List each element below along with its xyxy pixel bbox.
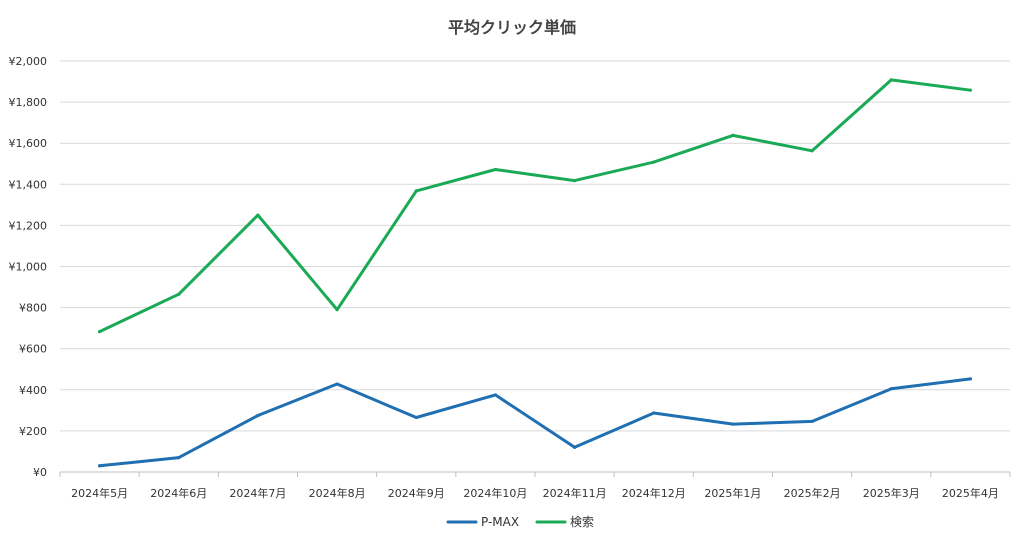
series-lines (97, 78, 973, 468)
data-point (256, 413, 260, 418)
x-axis-tick-labels: 2024年5月 2024年6月 2024年7月 2024年8月 2024年9月 2024年… (71, 486, 999, 500)
data-point (652, 411, 656, 415)
y-tick-label: ¥1,000 (9, 261, 48, 274)
data-point (177, 456, 181, 460)
chart-title: 平均クリック単価 (448, 18, 576, 37)
data-point (968, 377, 973, 381)
data-point (256, 213, 260, 217)
legend: P-MAX 検索 (446, 515, 594, 529)
x-tick-label: 2024年6月 (150, 486, 207, 500)
data-point (889, 387, 893, 391)
x-tick-label: 2025年2月 (784, 486, 841, 500)
gridlines (59, 60, 1011, 477)
y-tick-label: ¥1,400 (9, 178, 48, 191)
data-point (335, 382, 339, 386)
data-point (97, 464, 102, 468)
y-tick-label: ¥400 (19, 384, 47, 397)
x-tick-label: 2024年8月 (309, 486, 366, 500)
data-point (177, 292, 181, 296)
y-tick-label: ¥1,200 (9, 219, 48, 232)
x-tick-label: 2025年3月 (863, 486, 920, 500)
legend-label: P-MAX (481, 515, 519, 529)
data-point (572, 179, 577, 183)
y-tick-label: ¥800 (19, 302, 47, 315)
data-point (652, 160, 656, 164)
x-tick-label: 2024年10月 (463, 486, 527, 500)
data-point (889, 78, 893, 82)
y-tick-label: ¥200 (19, 425, 47, 438)
data-point (493, 393, 498, 397)
data-point (414, 415, 418, 420)
x-tick-label: 2024年5月 (71, 486, 128, 500)
x-tick-label: 2024年11月 (543, 486, 607, 500)
data-point (335, 308, 339, 312)
data-point (731, 422, 735, 426)
x-tick-label: 2024年12月 (622, 486, 686, 500)
data-point (968, 88, 973, 92)
x-tick-label: 2025年4月 (942, 486, 999, 500)
data-point (97, 330, 102, 334)
y-tick-label: ¥1,800 (9, 96, 48, 109)
x-tick-label: 2025年1月 (704, 486, 761, 500)
data-point (810, 419, 814, 424)
series-line-検索 (98, 78, 972, 334)
y-axis-tick-labels: ¥0 ¥200 ¥400 ¥600 ¥800 ¥1,000 ¥1,200 ¥1,400 ¥1,6… (9, 55, 48, 479)
y-tick-label: ¥600 (19, 343, 47, 356)
x-tick-label: 2024年9月 (388, 486, 445, 500)
y-tick-label: ¥2,000 (9, 55, 48, 68)
x-tick-label: 2024年7月 (229, 486, 286, 500)
data-point (414, 189, 418, 193)
y-tick-label: ¥1,600 (9, 137, 48, 150)
data-point (572, 445, 577, 449)
data-point (731, 133, 735, 137)
y-tick-label: ¥0 (33, 466, 47, 479)
legend-label: 検索 (570, 515, 594, 529)
data-point (493, 167, 498, 172)
data-point (810, 149, 814, 153)
series-line-P-MAX (98, 377, 972, 468)
